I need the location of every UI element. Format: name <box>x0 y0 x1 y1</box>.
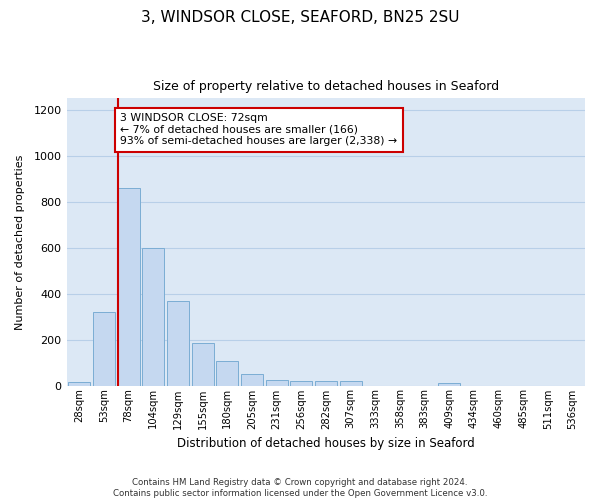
Bar <box>315 382 337 386</box>
X-axis label: Distribution of detached houses by size in Seaford: Distribution of detached houses by size … <box>177 437 475 450</box>
Text: 3, WINDSOR CLOSE, SEAFORD, BN25 2SU: 3, WINDSOR CLOSE, SEAFORD, BN25 2SU <box>141 10 459 25</box>
Bar <box>68 382 91 386</box>
Bar <box>438 383 460 386</box>
Bar <box>290 382 313 386</box>
Bar <box>118 188 140 386</box>
Bar <box>142 248 164 386</box>
Bar <box>241 374 263 386</box>
Bar <box>167 300 189 386</box>
Y-axis label: Number of detached properties: Number of detached properties <box>15 154 25 330</box>
Text: 3 WINDSOR CLOSE: 72sqm
← 7% of detached houses are smaller (166)
93% of semi-det: 3 WINDSOR CLOSE: 72sqm ← 7% of detached … <box>120 114 397 146</box>
Bar <box>93 312 115 386</box>
Bar <box>216 362 238 386</box>
Text: Contains HM Land Registry data © Crown copyright and database right 2024.
Contai: Contains HM Land Registry data © Crown c… <box>113 478 487 498</box>
Title: Size of property relative to detached houses in Seaford: Size of property relative to detached ho… <box>153 80 499 93</box>
Bar <box>191 343 214 386</box>
Bar <box>266 380 288 386</box>
Bar <box>340 381 362 386</box>
